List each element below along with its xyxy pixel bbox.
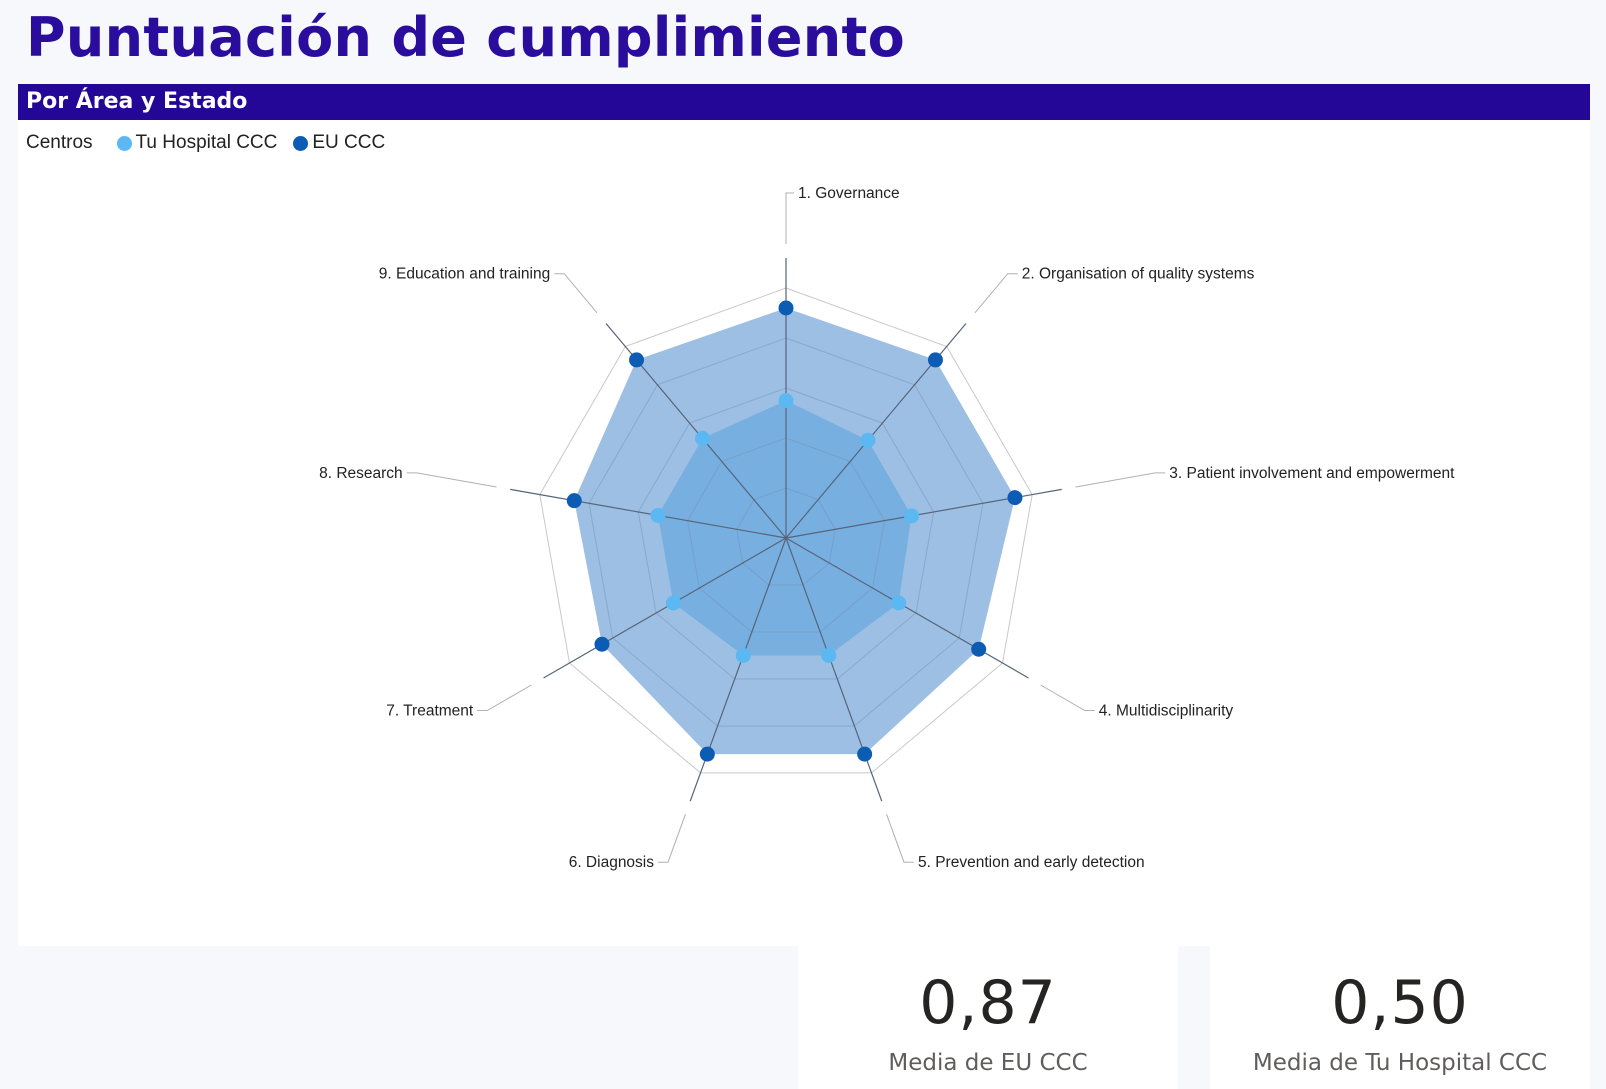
data-point xyxy=(735,647,751,663)
label-leader-line xyxy=(658,814,686,863)
category-label: 2. Organisation of quality systems xyxy=(1022,266,1255,283)
card-label: Media de EU CCC xyxy=(888,1050,1088,1076)
page-title: Puntuación de cumplimiento xyxy=(26,6,906,69)
radar-gridline-inner xyxy=(736,487,836,586)
data-point xyxy=(694,430,710,446)
data-point xyxy=(594,636,610,652)
radar-gridline xyxy=(539,287,1033,774)
legend-label: EU CCC xyxy=(312,132,386,153)
label-leader-line xyxy=(477,684,532,711)
data-point xyxy=(629,352,645,368)
radar-axis xyxy=(543,537,787,679)
category-label: 6. Diagnosis xyxy=(569,854,655,871)
category-label: 4. Multidisciplinarity xyxy=(1099,703,1234,720)
data-point xyxy=(904,508,920,524)
label-leader-line xyxy=(886,814,914,863)
label-leader-line xyxy=(785,192,794,244)
card-eu-ccc-average: 0,87 Media de EU CCC xyxy=(798,946,1178,1089)
category-label: 3. Patient involvement and empowerment xyxy=(1169,465,1455,482)
category-label: 8. Research xyxy=(319,465,403,482)
data-point xyxy=(971,641,987,657)
category-label: 1. Governance xyxy=(798,185,900,202)
radar-chart-panel: Por Área y Estado Centros Tu Hospital CC… xyxy=(18,84,1590,946)
chart-legend: Centros Tu Hospital CCC EU CCC xyxy=(26,132,401,154)
card-label: Media de Tu Hospital CCC xyxy=(1252,1050,1548,1076)
data-point xyxy=(927,352,943,368)
category-label: 9. Education and training xyxy=(379,266,550,283)
data-point xyxy=(778,393,794,408)
data-point xyxy=(857,746,873,762)
data-point xyxy=(821,647,837,663)
data-point xyxy=(891,595,907,611)
radar-gridline-inner xyxy=(637,387,935,680)
legend-dot-icon xyxy=(293,135,309,151)
section-header: Por Área y Estado xyxy=(18,84,1590,120)
legend-item-eu-ccc[interactable]: EU CCC xyxy=(293,132,385,154)
category-label: 5. Prevention and early detection xyxy=(918,854,1145,871)
data-point xyxy=(699,746,715,762)
radar-axis xyxy=(785,537,1029,679)
card-hospital-average: 0,50 Media de Tu Hospital CCC xyxy=(1210,946,1590,1089)
legend-item-tu-hospital[interactable]: Tu Hospital CCC xyxy=(116,132,278,154)
card-value: 0,50 xyxy=(1331,968,1469,1038)
data-point xyxy=(650,507,666,523)
label-leader-line xyxy=(406,472,497,488)
label-leader-line xyxy=(974,273,1018,314)
category-label: 7. Treatment xyxy=(386,703,474,720)
radar-chart: 1. Governance 2. Organisation of quality … xyxy=(319,185,1455,871)
radar-gridline-inner xyxy=(686,437,886,633)
data-point xyxy=(566,493,582,509)
label-leader-line xyxy=(1075,472,1166,488)
data-point xyxy=(778,300,794,316)
card-value: 0,87 xyxy=(919,968,1057,1038)
legend-title: Centros xyxy=(26,132,93,153)
radar-axis xyxy=(510,488,787,539)
label-leader-line xyxy=(554,273,598,314)
data-point xyxy=(860,432,876,448)
radar-gridline-inner xyxy=(588,337,984,727)
legend-dot-icon xyxy=(116,135,132,151)
legend-label: Tu Hospital CCC xyxy=(135,132,278,153)
data-point xyxy=(665,595,681,611)
data-point xyxy=(1007,490,1023,506)
label-leader-line xyxy=(1040,684,1095,711)
